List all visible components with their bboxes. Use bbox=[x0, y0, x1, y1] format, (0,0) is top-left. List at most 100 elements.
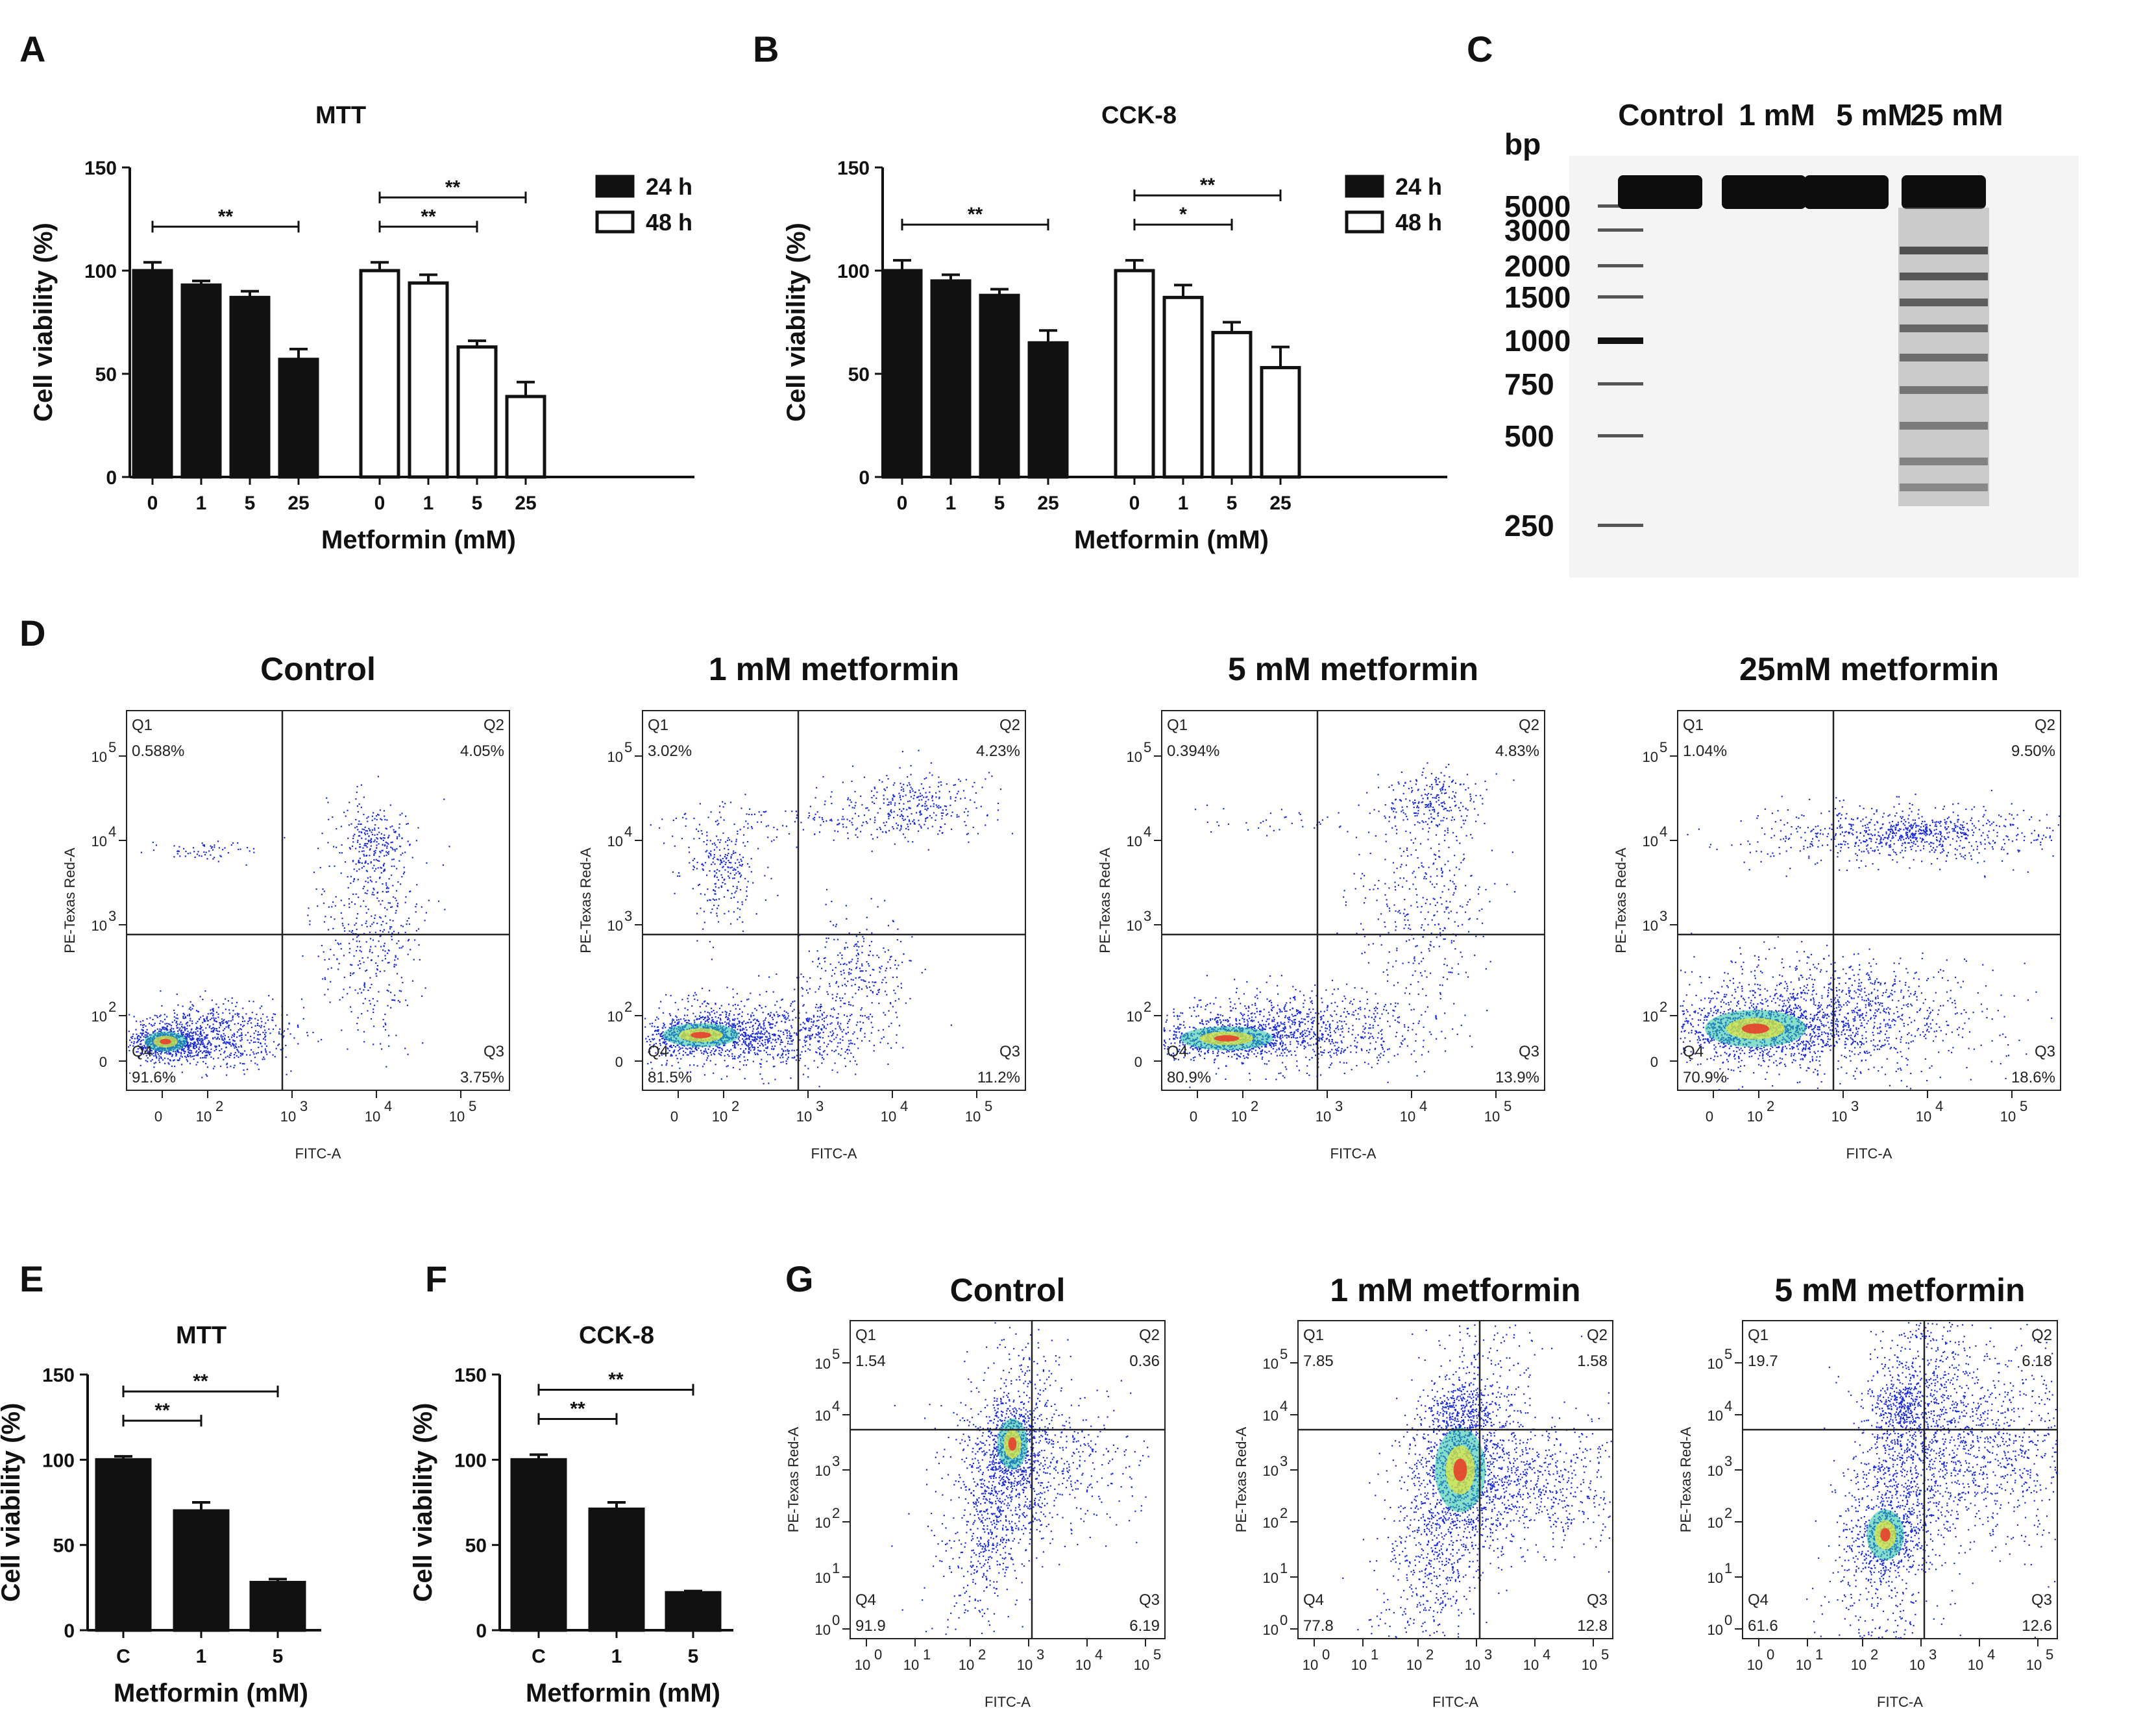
flow-event-dot bbox=[366, 817, 368, 819]
flow-event-dot bbox=[195, 1054, 197, 1057]
flow-event-dot bbox=[809, 1018, 811, 1020]
flow-event-dot bbox=[150, 1060, 152, 1062]
flow-event-dot bbox=[384, 862, 386, 864]
flow-event-dot bbox=[958, 778, 960, 780]
flow-event-dot bbox=[809, 1028, 812, 1030]
flow-event-dot bbox=[742, 1029, 744, 1031]
flow-event-dot bbox=[360, 846, 361, 848]
flow-event-dot bbox=[350, 1010, 352, 1013]
flow-event-dot bbox=[174, 1066, 176, 1068]
flow-event-dot bbox=[877, 812, 879, 814]
flow-event-dot bbox=[856, 945, 858, 947]
flow-event-dot bbox=[796, 1033, 798, 1034]
flow-event-dot bbox=[357, 1029, 359, 1031]
quadrant-q3-value: 3.75% bbox=[460, 1069, 504, 1086]
flow-event-dot bbox=[820, 1003, 822, 1005]
flow-event-dot bbox=[741, 1011, 743, 1013]
flow-event-dot bbox=[823, 1012, 825, 1014]
x-tick-label: 0 bbox=[1129, 493, 1140, 514]
flow-event-dot bbox=[837, 1042, 839, 1044]
flow-event-dot bbox=[363, 855, 365, 857]
flow-event-dot bbox=[367, 957, 369, 959]
flow-event-dot bbox=[1232, 1024, 1234, 1026]
flow-event-dot bbox=[758, 811, 760, 813]
flow-event-dot bbox=[358, 831, 360, 833]
flow-event-dot bbox=[154, 1022, 156, 1024]
flow-event-dot bbox=[807, 1048, 809, 1050]
flow-event-dot bbox=[265, 1051, 267, 1053]
flow-event-dot bbox=[373, 812, 374, 814]
flow-event-dot bbox=[373, 888, 375, 890]
flow-event-dot bbox=[378, 843, 380, 845]
flow-event-dot bbox=[713, 875, 716, 878]
chart-title: CCK-8 bbox=[579, 1322, 654, 1349]
flow-title: Control bbox=[260, 651, 376, 687]
flow-event-dot bbox=[701, 863, 703, 866]
flow-event-dot bbox=[249, 1054, 251, 1056]
flow-event-dot bbox=[220, 1034, 222, 1036]
flow-event-dot bbox=[814, 1007, 816, 1009]
flow-event-dot bbox=[147, 1050, 149, 1052]
flow-event-dot bbox=[696, 1049, 698, 1051]
flow-event-dot bbox=[256, 1034, 259, 1036]
flow-event-dot bbox=[866, 996, 868, 997]
flow-event-dot bbox=[371, 894, 373, 896]
flow-event-dot bbox=[780, 1041, 782, 1043]
flow-event-dot bbox=[784, 1021, 786, 1023]
flow-event-dot bbox=[785, 1029, 787, 1031]
flow-event-dot bbox=[767, 825, 769, 827]
flow-event-dot bbox=[728, 1018, 730, 1020]
flow-event-dot bbox=[687, 1001, 689, 1003]
flow-event-dot bbox=[837, 831, 839, 833]
flow-event-dot bbox=[918, 750, 920, 752]
flow-event-dot bbox=[750, 1043, 752, 1045]
flow-event-dot bbox=[393, 865, 395, 867]
flow-event-dot bbox=[352, 845, 354, 847]
flow-event-dot bbox=[938, 830, 940, 832]
flow-event-dot bbox=[204, 1045, 206, 1047]
flow-event-dot bbox=[136, 1051, 138, 1053]
flow-event-dot bbox=[180, 1021, 182, 1023]
flow-event-dot bbox=[792, 1039, 794, 1041]
flow-event-dot bbox=[893, 990, 895, 992]
legend-label-1: 48 h bbox=[1395, 209, 1442, 236]
flow-event-dot bbox=[788, 1015, 790, 1017]
flow-event-dot bbox=[188, 1046, 190, 1048]
y-tick-label: 150 bbox=[454, 1365, 487, 1386]
flow-event-dot bbox=[406, 823, 408, 825]
flow-event-dot bbox=[900, 826, 902, 828]
flow-event-dot bbox=[709, 1051, 711, 1053]
flow-event-dot bbox=[343, 811, 345, 813]
flow-event-dot bbox=[217, 1033, 219, 1035]
flow-event-dot bbox=[173, 1060, 175, 1062]
flow-event-dot bbox=[753, 1052, 755, 1054]
flow-event-dot bbox=[167, 1023, 169, 1025]
flow-event-dot bbox=[670, 1044, 672, 1046]
flow-event-dot bbox=[334, 905, 336, 907]
flow-event-dot bbox=[356, 936, 358, 938]
flow-event-dot bbox=[734, 1044, 736, 1046]
flow-event-dot bbox=[785, 1063, 787, 1065]
flow-event-dot bbox=[215, 1011, 218, 1013]
flow-event-dot bbox=[652, 1022, 654, 1024]
flow-event-dot bbox=[847, 1053, 849, 1055]
flow-event-dot bbox=[724, 856, 726, 858]
flow-event-dot bbox=[807, 817, 809, 819]
flow-event-dot bbox=[184, 1027, 186, 1029]
flow-event-dot bbox=[847, 832, 849, 834]
flow-event-dot bbox=[791, 1057, 793, 1058]
flow-event-dot bbox=[180, 1029, 182, 1031]
flow-event-dot bbox=[241, 1063, 243, 1065]
flow-event-dot bbox=[879, 779, 881, 781]
flow-event-dot bbox=[802, 976, 805, 978]
flow-event-dot bbox=[645, 1038, 647, 1040]
flow-event-dot bbox=[851, 818, 853, 820]
flow-event-dot bbox=[820, 1036, 822, 1038]
flow-event-dot bbox=[379, 809, 381, 811]
flow-event-dot bbox=[693, 1020, 695, 1021]
flow-event-dot bbox=[176, 1020, 178, 1023]
flow-event-dot bbox=[732, 1005, 734, 1007]
flow-event-dot bbox=[753, 813, 755, 815]
flow-event-dot bbox=[871, 790, 873, 792]
